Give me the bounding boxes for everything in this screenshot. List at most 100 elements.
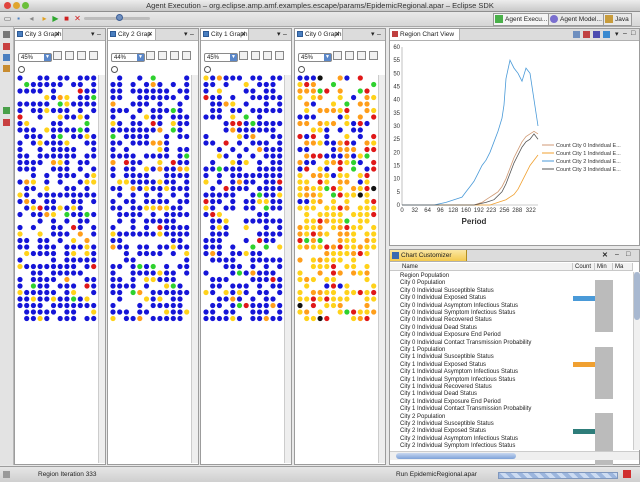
zoom-select[interactable]: 45% ▼ — [298, 53, 332, 62]
column-header-max[interactable]: Ma — [613, 263, 633, 271]
customizer-row[interactable]: City 1 Individual Exposed Status — [400, 361, 487, 368]
horizontal-scrollbar[interactable] — [390, 451, 639, 460]
h-scrollbar-thumb[interactable] — [396, 453, 516, 459]
close-tab-icon[interactable]: ✕ — [334, 31, 340, 38]
customizer-row[interactable]: City 2 Individual Symptom Infectious Sta… — [400, 443, 516, 450]
view-menu-icon[interactable]: ▾ — [91, 31, 95, 38]
chart-bar-icon[interactable] — [573, 31, 580, 38]
view-menu-icon[interactable]: ▾ — [184, 31, 188, 38]
customizer-row[interactable]: City 1 Individual Susceptible Status — [400, 354, 494, 361]
vertical-scrollbar[interactable] — [633, 272, 640, 450]
layout-icon[interactable] — [263, 51, 272, 60]
layout-icon[interactable] — [357, 51, 366, 60]
series-color-swatch[interactable] — [573, 362, 595, 368]
restore-icon[interactable] — [3, 31, 10, 38]
customizer-row[interactable]: City 0 Individual Dead Status — [400, 324, 478, 331]
grid-icon[interactable] — [251, 51, 260, 60]
speed-slider-thumb[interactable] — [116, 14, 123, 21]
grid-icon[interactable] — [345, 51, 354, 60]
zoom-window-button[interactable] — [22, 2, 29, 9]
customizer-row[interactable]: City 2 Individual Exposed Status — [400, 428, 487, 435]
fit-icon[interactable] — [146, 51, 155, 60]
customizer-row[interactable]: City 0 Individual Susceptible Status — [400, 287, 494, 294]
layout-icon[interactable] — [170, 51, 179, 60]
minimize-view-icon[interactable]: – — [377, 31, 381, 38]
zoom-icon[interactable] — [111, 66, 118, 73]
customizer-row[interactable]: City 0 Individual Symptom Infectious Sta… — [400, 310, 516, 316]
customizer-row[interactable]: City 0 Individual Contact Transmission P… — [400, 339, 532, 346]
fast-view-icon[interactable] — [3, 471, 10, 478]
close-window-button[interactable] — [4, 2, 11, 9]
speed-slider[interactable] — [84, 14, 150, 21]
maximize-view-icon[interactable]: □ — [626, 251, 631, 258]
customizer-row[interactable]: City 0 Individual Exposed Status — [400, 295, 487, 302]
minimize-view-icon[interactable]: – — [97, 31, 101, 38]
fit-icon[interactable] — [239, 51, 248, 60]
console-icon[interactable] — [3, 107, 10, 114]
close-tab-icon[interactable]: ✕ — [147, 31, 153, 38]
minimize-view-icon[interactable]: – — [190, 31, 194, 38]
view-menu-icon[interactable]: ▾ — [371, 31, 375, 38]
graph-scrollbar[interactable] — [191, 75, 198, 463]
customizer-row[interactable]: City 1 Individual Recovered Status — [400, 384, 492, 390]
fit-icon[interactable] — [333, 51, 342, 60]
pause-icon[interactable]: ■ — [64, 14, 69, 23]
navigator-icon[interactable] — [3, 54, 10, 61]
fit-icon[interactable] — [53, 51, 62, 60]
graph-scrollbar[interactable] — [98, 75, 105, 463]
view-menu-icon[interactable]: ▾ — [615, 31, 619, 38]
graph-scrollbar[interactable] — [284, 75, 291, 463]
column-header-name[interactable]: Name — [390, 263, 573, 271]
customizer-row[interactable]: City 0 Individual Asymptom Infectious St… — [400, 302, 519, 309]
tab-graph-3[interactable]: City 0 Graph ✕ — [295, 29, 343, 40]
problems-icon[interactable] — [3, 43, 10, 50]
error-log-icon[interactable] — [3, 119, 10, 126]
customizer-row[interactable]: City 0 Individual Recovered Status — [400, 317, 492, 324]
minimize-view-icon[interactable]: – — [283, 31, 287, 38]
save-icon[interactable]: ▪ — [17, 14, 20, 23]
run-icon[interactable]: ▶ — [52, 14, 59, 23]
customizer-row[interactable]: Region Population — [400, 273, 450, 279]
column-header-count[interactable]: Count — [573, 263, 595, 271]
tab-chart-customizer[interactable]: Chart Customizer — [390, 250, 467, 261]
zoom-select[interactable]: 45% ▼ — [18, 53, 52, 62]
maximize-view-icon[interactable]: □ — [631, 30, 636, 37]
customizer-row[interactable]: City 1 Individual Exposure End Period — [400, 398, 501, 405]
zoom-select[interactable]: 45% ▼ — [204, 53, 238, 62]
minimize-view-icon[interactable]: – — [623, 30, 627, 37]
minimize-view-icon[interactable]: – — [615, 251, 619, 258]
export-icon[interactable] — [182, 51, 191, 60]
close-tab-icon[interactable]: ✕ — [54, 31, 60, 38]
grid-icon[interactable] — [65, 51, 74, 60]
graph-scrollbar[interactable] — [378, 75, 385, 463]
stop-icon[interactable]: ✕ — [74, 14, 81, 23]
customizer-row[interactable]: City 1 Individual Symptom Infectious Sta… — [400, 376, 516, 383]
tab-graph-1[interactable]: City 2 Grap ✕ — [108, 29, 156, 40]
customizer-row[interactable]: City 2 Individual Asymptom Infectious St… — [400, 435, 519, 442]
customizer-row[interactable]: City 1 Individual Contact Transmission P… — [400, 406, 532, 413]
zoom-select[interactable]: 44% ▼ — [111, 53, 145, 62]
zoom-icon[interactable] — [204, 66, 211, 73]
chart-area-icon[interactable] — [593, 31, 600, 38]
outline-icon[interactable] — [3, 65, 10, 72]
grid-icon[interactable] — [158, 51, 167, 60]
column-header-min[interactable]: Min — [595, 263, 613, 271]
perspective-agent-execution[interactable]: Agent Execu... — [493, 13, 551, 26]
tab-region-chart-view[interactable]: Region Chart View — [390, 29, 460, 40]
layout-icon[interactable] — [77, 51, 86, 60]
tab-graph-0[interactable]: City 3 Graph ✕ — [15, 29, 63, 40]
close-view-icon[interactable]: ✕ — [602, 252, 608, 259]
series-color-swatch[interactable] — [573, 295, 595, 301]
export-icon[interactable] — [89, 51, 98, 60]
chart-line-icon[interactable] — [603, 31, 610, 38]
customizer-row[interactable]: City 0 Population — [400, 280, 446, 287]
customizer-row[interactable]: City 2 Population — [400, 413, 446, 420]
zoom-icon[interactable] — [298, 66, 305, 73]
customizer-row[interactable]: City 1 Individual Dead Status — [400, 391, 478, 398]
scrollbar-thumb[interactable] — [634, 272, 640, 320]
stop-progress-icon[interactable] — [623, 470, 631, 478]
customizer-row[interactable]: City 2 Individual Susceptible Status — [400, 421, 494, 427]
zoom-icon[interactable] — [18, 66, 25, 73]
export-icon[interactable] — [275, 51, 284, 60]
new-icon[interactable]: ▭ — [3, 14, 12, 23]
